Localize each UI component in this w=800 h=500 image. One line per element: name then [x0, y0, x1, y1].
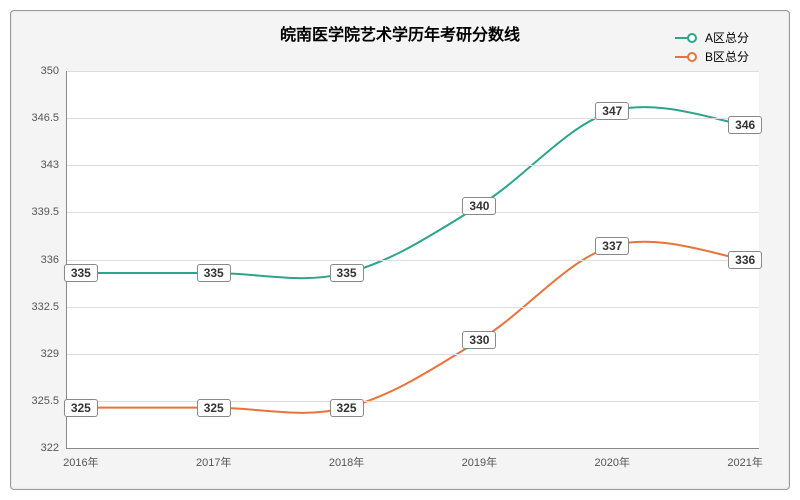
data-label: 347 — [595, 102, 629, 120]
grid-line — [67, 212, 759, 213]
y-axis-label: 329 — [41, 348, 67, 360]
chart-container: 皖南医学院艺术学历年考研分数线 A区总分 B区总分 322325.5329332.… — [0, 0, 800, 500]
x-axis-label: 2018年 — [329, 448, 364, 470]
data-label: 336 — [728, 251, 762, 269]
series-line-0 — [81, 107, 745, 278]
x-axis-label: 2020年 — [595, 448, 630, 470]
data-label: 330 — [462, 331, 496, 349]
legend-item-0[interactable]: A区总分 — [675, 29, 749, 46]
x-axis-label: 2019年 — [462, 448, 497, 470]
data-label: 340 — [462, 197, 496, 215]
grid-line — [67, 165, 759, 166]
y-axis-label: 350 — [41, 65, 67, 77]
legend-label: B区总分 — [705, 48, 749, 65]
y-axis-label: 332.5 — [31, 301, 67, 313]
chart-inner: 皖南医学院艺术学历年考研分数线 A区总分 B区总分 322325.5329332.… — [10, 10, 790, 490]
y-axis-label: 325.5 — [31, 395, 67, 407]
data-label: 325 — [330, 399, 364, 417]
grid-line — [67, 354, 759, 355]
grid-line — [67, 401, 759, 402]
grid-line — [67, 118, 759, 119]
data-label: 346 — [728, 116, 762, 134]
y-axis-label: 343 — [41, 159, 67, 171]
y-axis-label: 346.5 — [31, 112, 67, 124]
data-label: 335 — [330, 264, 364, 282]
data-label: 335 — [64, 264, 98, 282]
grid-line — [67, 260, 759, 261]
grid-line — [67, 307, 759, 308]
chart-title: 皖南医学院艺术学历年考研分数线 — [11, 21, 789, 45]
grid-line — [67, 71, 759, 72]
data-label: 325 — [64, 399, 98, 417]
x-axis-label: 2016年 — [63, 448, 98, 470]
y-axis-label: 339.5 — [31, 206, 67, 218]
data-label: 325 — [197, 399, 231, 417]
legend-label: A区总分 — [705, 29, 749, 46]
x-axis-label: 2021年 — [727, 448, 762, 470]
legend: A区总分 B区总分 — [675, 29, 749, 67]
data-label: 337 — [595, 237, 629, 255]
series-line-1 — [81, 242, 745, 413]
legend-item-1[interactable]: B区总分 — [675, 48, 749, 65]
data-label: 335 — [197, 264, 231, 282]
y-axis-label: 336 — [41, 254, 67, 266]
plot-area: 322325.5329332.5336339.5343346.53502016年… — [66, 71, 759, 449]
x-axis-label: 2017年 — [196, 448, 231, 470]
